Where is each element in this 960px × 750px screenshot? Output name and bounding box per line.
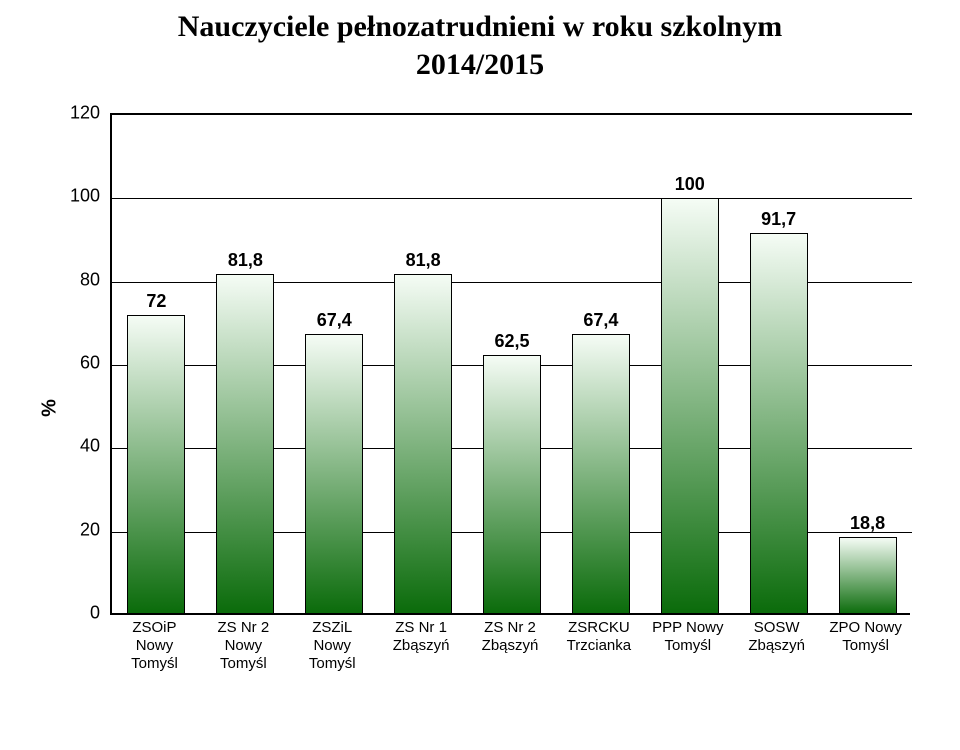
bar-slot-3: 81,8 [379,115,468,615]
bar-1 [216,274,274,615]
x-label-2: ZSZiL Nowy Tomyśl [288,619,377,673]
bar-8 [839,537,897,615]
bar-value-7: 91,7 [761,209,796,230]
bar-value-8: 18,8 [850,513,885,534]
title-line-1: Nauczyciele pełnozatrudnieni w roku szko… [178,10,782,43]
bar-slot-1: 81,8 [201,115,290,615]
bar-2 [305,334,363,615]
x-labels-row: ZSOiP Nowy Tomyśl ZS Nr 2 Nowy Tomyśl ZS… [110,619,910,673]
plot-area: 72 81,8 67,4 81,8 62,5 67,4 [110,113,912,615]
bar-slot-6: 100 [645,115,734,615]
bar-value-5: 67,4 [583,310,618,331]
y-tick-120: 120 [40,103,100,124]
bar-value-2: 67,4 [317,310,352,331]
y-tick-0: 0 [40,603,100,624]
bar-slot-7: 91,7 [734,115,823,615]
chart-title: Nauczyciele pełnozatrudnieni w roku szko… [0,0,960,83]
y-axis-label: % [39,399,62,417]
bar-3 [394,274,452,615]
y-tick-40: 40 [40,436,100,457]
bar-value-3: 81,8 [406,250,441,271]
y-tick-80: 80 [40,269,100,290]
y-tick-100: 100 [40,186,100,207]
bar-6 [661,198,719,615]
bar-slot-5: 67,4 [556,115,645,615]
x-label-7: SOSW Zbąszyń [732,619,821,673]
x-label-1: ZS Nr 2 Nowy Tomyśl [199,619,288,673]
bar-0 [127,315,185,615]
bar-4 [483,355,541,615]
bar-value-0: 72 [146,291,166,312]
x-label-0: ZSOiP Nowy Tomyśl [110,619,199,673]
y-tick-20: 20 [40,519,100,540]
bar-value-6: 100 [675,174,705,195]
title-line-2: 2014/2015 [416,48,544,81]
x-label-3: ZS Nr 1 Zbąszyń [377,619,466,673]
x-label-6: PPP Nowy Tomyśl [643,619,732,673]
chart-container: % 120 100 80 60 40 20 0 72 81,8 67,4 [40,103,920,713]
bar-5 [572,334,630,615]
bar-slot-4: 62,5 [468,115,557,615]
bar-value-1: 81,8 [228,250,263,271]
x-label-4: ZS Nr 2 Zbąszyń [466,619,555,673]
bar-slot-2: 67,4 [290,115,379,615]
x-label-5: ZSRCKU Trzcianka [554,619,643,673]
bars-group: 72 81,8 67,4 81,8 62,5 67,4 [112,115,912,615]
x-axis-line [110,613,910,615]
bar-slot-0: 72 [112,115,201,615]
bar-slot-8: 18,8 [823,115,912,615]
bar-7 [750,233,808,615]
bar-value-4: 62,5 [494,331,529,352]
x-label-8: ZPO Nowy Tomyśl [821,619,910,673]
y-tick-60: 60 [40,353,100,374]
